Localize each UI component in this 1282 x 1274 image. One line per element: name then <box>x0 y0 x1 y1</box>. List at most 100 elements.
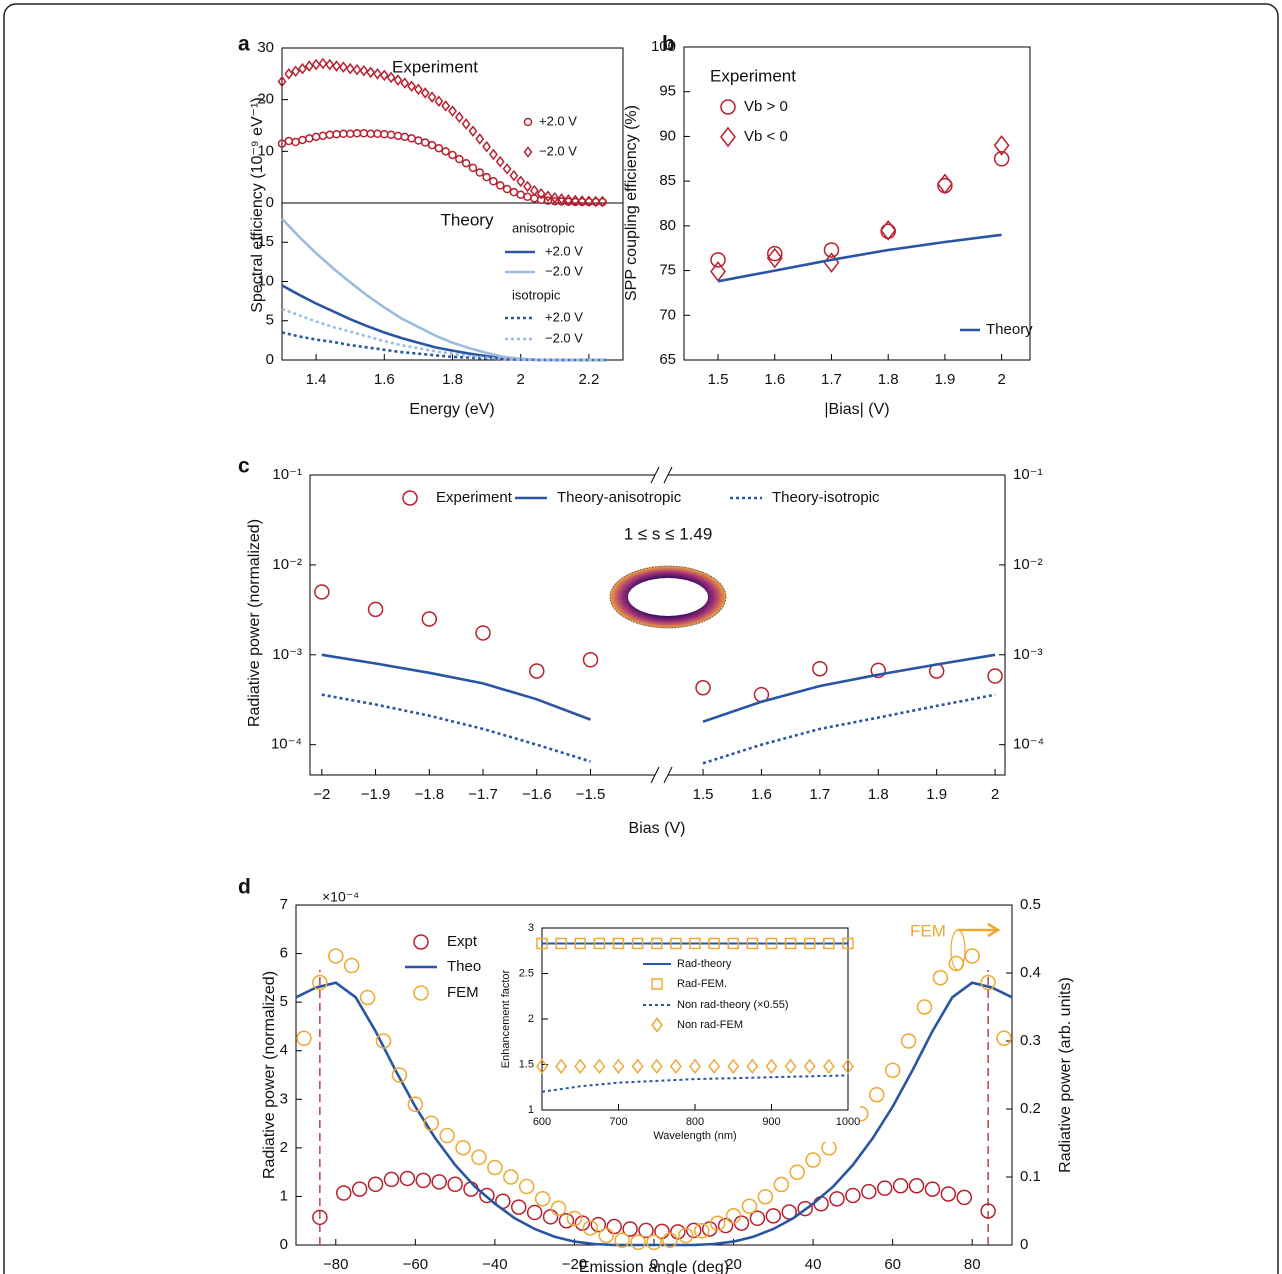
legend-marker <box>651 1017 663 1033</box>
square-marker <box>708 937 720 950</box>
diamond-marker <box>379 69 389 82</box>
circle-marker <box>558 1212 575 1229</box>
diamond-marker <box>822 1058 835 1075</box>
circle-marker <box>693 1222 710 1239</box>
circle-marker <box>686 1222 702 1239</box>
circle-marker <box>823 242 840 258</box>
circle-marker <box>441 147 450 156</box>
y-tick-label: 30 <box>257 39 274 56</box>
circle-marker <box>845 1187 861 1204</box>
x-tick-label: 0 <box>650 1256 658 1273</box>
diamond-marker <box>413 83 423 96</box>
circle-marker <box>489 177 498 186</box>
y-tick-label: 2 <box>528 1013 534 1025</box>
circle-marker <box>622 1221 638 1237</box>
diamond-marker <box>727 1058 740 1075</box>
x-tick-label: −80 <box>323 1256 348 1273</box>
x-tick-label: 1.5 <box>693 786 714 803</box>
circle-marker <box>701 1221 718 1237</box>
square-marker <box>593 937 606 950</box>
circle-marker <box>427 140 437 150</box>
legend-marker <box>413 985 429 1001</box>
y-tick-label: 5 <box>280 993 288 1010</box>
legend-label: Vb < 0 <box>744 128 788 145</box>
diamond-marker <box>993 135 1010 156</box>
circle-marker <box>717 1217 734 1234</box>
diamond-marker <box>536 1058 548 1075</box>
series-line <box>702 653 996 723</box>
circle-marker <box>662 1232 678 1248</box>
y2-tick-label: 0.2 <box>1020 1100 1041 1117</box>
diamond-marker <box>766 247 783 269</box>
circle-marker <box>749 1210 766 1227</box>
circle-marker <box>940 1186 957 1202</box>
legend-label: −2.0 V <box>545 263 583 278</box>
circle-marker <box>876 1180 893 1196</box>
annotation: FEM <box>910 921 946 940</box>
x-tick-label: 1.7 <box>809 786 830 803</box>
annotation: Experiment <box>392 57 478 76</box>
circle-marker <box>993 151 1010 167</box>
y-tick-label: 0 <box>266 351 274 368</box>
circle-marker <box>638 1222 654 1239</box>
circle-marker <box>630 1234 646 1251</box>
x-tick-label: 1.8 <box>878 371 899 388</box>
x-tick-label: 1.6 <box>374 371 395 388</box>
inset-ellipse <box>609 565 727 629</box>
circle-marker <box>518 1178 535 1195</box>
circle-marker <box>574 1215 591 1231</box>
circle-marker <box>765 1208 782 1224</box>
diamond-marker <box>536 187 546 200</box>
diamond-marker <box>304 60 314 72</box>
square-marker <box>746 937 759 950</box>
diamond-marker <box>502 163 512 175</box>
diamond-marker <box>386 71 396 84</box>
y-tick-label: 0 <box>266 194 274 211</box>
y-tick-label: 15 <box>257 233 274 250</box>
plot-frame <box>281 47 624 204</box>
axis-break <box>650 466 660 484</box>
circle-marker <box>646 1234 662 1251</box>
y-tick-label: 20 <box>257 91 274 108</box>
square-marker <box>823 937 835 950</box>
y-tick-label: 3 <box>280 1090 288 1107</box>
x-axis-label: Emission angle (deg) <box>579 1259 729 1274</box>
x-tick-label: 600 <box>533 1116 551 1128</box>
circle-marker <box>439 1127 455 1144</box>
legend-label: −2.0 V <box>539 143 577 158</box>
circle-marker <box>654 1223 670 1240</box>
square-marker <box>651 937 663 950</box>
diamond-marker <box>352 63 362 76</box>
circle-marker <box>805 1152 821 1168</box>
circle-marker <box>980 974 996 991</box>
diamond-marker <box>803 1058 816 1075</box>
diamond-marker <box>482 140 492 153</box>
circle-marker <box>399 1170 416 1187</box>
circle-marker <box>987 668 1003 684</box>
axis-break <box>663 766 673 784</box>
y-tick-label: 1 <box>528 1104 534 1116</box>
diamond-marker <box>543 190 553 203</box>
y2-tick-label: 0.3 <box>1020 1032 1041 1049</box>
diamond-marker <box>842 1058 854 1075</box>
circle-marker <box>582 652 599 668</box>
panel-label: d <box>238 876 251 899</box>
y-tick-label: 65 <box>659 351 676 368</box>
x-tick-label: 1000 <box>836 1116 860 1128</box>
series-line <box>281 307 606 362</box>
circle-marker <box>710 252 726 268</box>
circle-marker <box>695 679 711 696</box>
y-tick-label: 85 <box>659 172 676 189</box>
x-tick-label: 2 <box>517 371 525 388</box>
circle-marker <box>614 1232 630 1248</box>
legend-title: Experiment <box>710 66 796 85</box>
circle-marker <box>767 245 783 262</box>
y2-tick-label: 0.4 <box>1020 964 1041 981</box>
y-tick-label: 0 <box>280 1236 288 1253</box>
circle-marker <box>487 1159 503 1176</box>
circle-marker <box>455 1140 471 1156</box>
circle-marker <box>529 663 545 679</box>
circle-marker <box>542 1209 559 1225</box>
x-tick-label: −2 <box>313 786 330 803</box>
panel-label: b <box>662 33 675 56</box>
